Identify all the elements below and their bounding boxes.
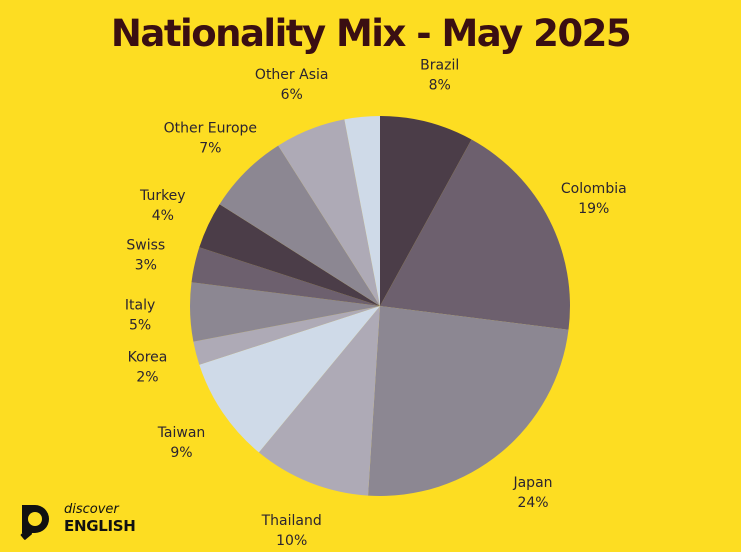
slice-value-taiwan: 9%	[170, 445, 192, 461]
chart-title: Nationality Mix - May 2025	[110, 12, 632, 55]
slice-label-other-europe: Other Europe	[164, 120, 257, 136]
slice-label-taiwan: Taiwan	[157, 425, 206, 441]
slice-value-japan: 24%	[517, 495, 548, 511]
slice-value-italy: 5%	[129, 318, 151, 334]
pie-slice-colombia	[380, 139, 570, 330]
pie-slice-korea	[193, 306, 380, 365]
pie-slice-italy	[190, 282, 380, 342]
pie-slice-swiss	[191, 247, 380, 306]
slice-value-colombia: 19%	[578, 201, 609, 217]
slice-value-swiss: 3%	[135, 258, 157, 274]
slice-label-other-asia: Other Asia	[255, 67, 329, 83]
pie-slice-taiwan	[199, 306, 380, 453]
slice-label-thailand: Thailand	[261, 513, 322, 529]
slice-label-swiss: Swiss	[126, 238, 165, 254]
logo-text-discover: discover	[64, 502, 119, 517]
slice-label-colombia: Colombia	[561, 181, 627, 197]
slice-value-other-europe: 7%	[199, 140, 221, 156]
slice-label-japan: Japan	[512, 475, 552, 491]
slice-value-other-asia: 6%	[281, 87, 303, 103]
logo-magnifier-icon	[20, 505, 49, 540]
pie-slice-other-asia	[278, 119, 380, 307]
slice-label-korea: Korea	[128, 350, 168, 366]
slice-value-korea: 2%	[136, 370, 158, 386]
slice-value-turkey: 4%	[152, 208, 174, 224]
pie-slice-unlabeled-11	[344, 116, 380, 306]
slice-value-brazil: 8%	[429, 78, 451, 94]
slice-label-brazil: Brazil	[420, 58, 459, 74]
discover-english-logo: discover ENGLISH	[18, 500, 158, 542]
pie-slice-turkey	[199, 204, 380, 306]
slice-label-italy: Italy	[125, 298, 155, 314]
slice-value-thailand: 10%	[276, 533, 307, 549]
pie-slice-brazil	[380, 116, 472, 306]
pie-slice-japan	[368, 306, 569, 497]
logo-text-english: ENGLISH	[64, 517, 136, 535]
pie-slice-thailand	[258, 306, 380, 496]
slice-label-turkey: Turkey	[139, 188, 186, 204]
pie-slice-other-europe	[219, 145, 380, 306]
